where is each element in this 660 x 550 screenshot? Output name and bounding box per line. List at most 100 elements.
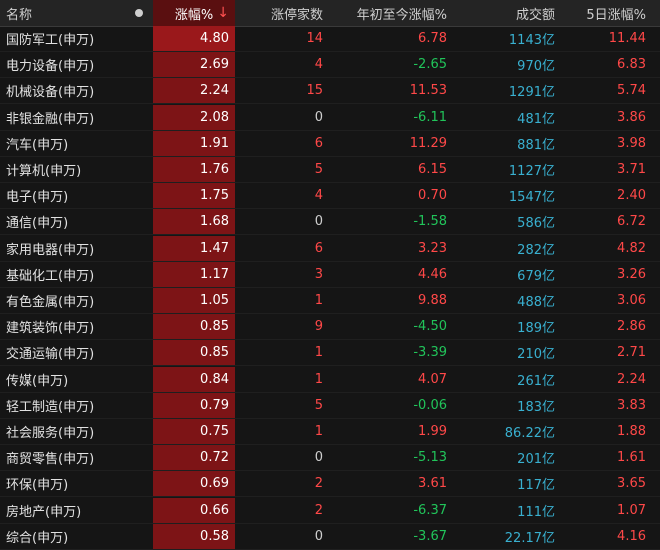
row-spacer <box>125 393 153 418</box>
header-volume[interactable]: 成交额 <box>515 7 555 23</box>
table-row[interactable]: 传媒(申万) 0.84 1 4.07 261亿 2.24 <box>0 366 660 393</box>
row-volume: 1291亿 <box>508 85 555 101</box>
row-ytd: 11.29 <box>409 135 447 151</box>
row-ytd: 1.99 <box>418 424 447 439</box>
table-row[interactable]: 轻工制造(申万) 0.79 5 -0.06 183亿 3.83 <box>0 392 660 419</box>
table-row[interactable]: 计算机(申万) 1.76 5 6.15 1127亿 3.71 <box>0 157 660 183</box>
row-name: 汽车(申万) <box>6 137 69 153</box>
table-row[interactable]: 机械设备(申万) 2.24 15 11.53 1291亿 5.74 <box>0 78 660 105</box>
row-ytd: -6.11 <box>413 109 447 125</box>
table-row[interactable]: 有色金属(申万) 1.05 1 9.88 488亿 3.06 <box>0 288 660 314</box>
row-name: 计算机(申万) <box>6 164 82 179</box>
row-ytd: -3.39 <box>413 345 447 361</box>
row-5d: 3.98 <box>617 135 646 151</box>
row-ytd: 4.07 <box>418 371 447 387</box>
table-row[interactable]: 社会服务(申万) 0.75 1 1.99 86.22亿 1.88 <box>0 419 660 445</box>
header-limit-up[interactable]: 涨停家数 <box>270 7 323 23</box>
row-limit-up: 6 <box>314 240 323 256</box>
row-spacer <box>125 52 153 77</box>
row-limit-up: 15 <box>306 83 323 99</box>
row-name: 有色金属(申万) <box>6 295 95 310</box>
row-5d: 3.71 <box>617 162 646 177</box>
row-volume: 201亿 <box>517 452 555 468</box>
row-volume: 586亿 <box>517 216 555 232</box>
row-volume: 881亿 <box>517 137 555 153</box>
table-row[interactable]: 非银金融(申万) 2.08 0 -6.11 481亿 3.86 <box>0 104 660 131</box>
row-spacer <box>125 236 153 261</box>
table-row[interactable]: 房地产(申万) 0.66 2 -6.37 111亿 1.07 <box>0 497 660 524</box>
table-row[interactable]: 建筑装饰(申万) 0.85 9 -4.50 189亿 2.86 <box>0 314 660 341</box>
table-row[interactable]: 商贸零售(申万) 0.72 0 -5.13 201亿 1.61 <box>0 445 660 472</box>
table-row[interactable]: 环保(申万) 0.69 2 3.61 117亿 3.65 <box>0 471 660 498</box>
row-volume: 86.22亿 <box>504 426 555 441</box>
row-spacer <box>125 157 153 182</box>
row-spacer <box>125 367 153 392</box>
row-pct: 0.75 <box>153 419 235 444</box>
table-row[interactable]: 综合(申万) 0.58 0 -3.67 22.17亿 4.16 <box>0 523 660 550</box>
row-ytd: 4.46 <box>418 266 447 282</box>
row-ytd: 3.23 <box>418 240 447 256</box>
row-spacer <box>125 498 153 523</box>
row-ytd: 6.78 <box>418 31 447 46</box>
row-pct: 0.66 <box>153 497 235 523</box>
row-spacer <box>125 26 153 51</box>
row-limit-up: 9 <box>314 319 323 335</box>
row-ytd: -0.06 <box>413 397 447 413</box>
row-name: 综合(申万) <box>6 530 69 546</box>
row-limit-up: 1 <box>314 293 323 308</box>
table-row[interactable]: 家用电器(申万) 1.47 6 3.23 282亿 4.82 <box>0 235 660 262</box>
row-volume: 282亿 <box>517 242 555 258</box>
row-volume: 183亿 <box>517 399 555 415</box>
row-spacer <box>125 105 153 130</box>
row-spacer <box>125 419 153 444</box>
row-pct: 0.84 <box>153 366 235 392</box>
table-row[interactable]: 电子(申万) 1.75 4 0.70 1547亿 2.40 <box>0 183 660 210</box>
row-name: 交通运输(申万) <box>6 347 95 363</box>
row-pct: 0.85 <box>153 314 235 340</box>
header-pct[interactable]: 涨幅% ↓ <box>153 0 235 26</box>
row-5d: 3.65 <box>617 476 646 492</box>
table-row[interactable]: 电力设备(申万) 2.69 4 -2.65 970亿 6.83 <box>0 52 660 79</box>
row-5d: 2.40 <box>617 188 646 204</box>
row-limit-up: 0 <box>314 109 323 125</box>
row-limit-up: 1 <box>314 371 323 387</box>
row-spacer <box>125 471 153 496</box>
row-pct: 0.85 <box>153 340 235 366</box>
row-pct: 1.05 <box>153 288 235 313</box>
row-ytd: -6.37 <box>413 502 447 518</box>
row-pct: 1.17 <box>153 261 235 287</box>
row-volume: 111亿 <box>517 504 555 520</box>
table-row[interactable]: 通信(申万) 1.68 0 -1.58 586亿 6.72 <box>0 209 660 236</box>
row-pct: 0.58 <box>153 523 235 549</box>
row-pct: 2.08 <box>153 104 235 130</box>
row-pct: 0.69 <box>153 471 235 497</box>
sort-desc-arrow-icon: ↓ <box>217 5 229 21</box>
row-limit-up: 14 <box>306 31 323 46</box>
table-row[interactable]: 基础化工(申万) 1.17 3 4.46 679亿 3.26 <box>0 261 660 288</box>
row-limit-up: 5 <box>314 162 323 177</box>
table-header: 名称 涨幅% ↓ 涨停家数 年初至今涨幅% 成交额 5日涨幅% <box>0 0 660 27</box>
row-name: 机械设备(申万) <box>6 85 95 101</box>
row-5d: 2.24 <box>617 371 646 387</box>
row-ytd: 11.53 <box>409 83 447 99</box>
row-5d: 3.83 <box>617 397 646 413</box>
header-name[interactable]: 名称 <box>6 7 33 23</box>
row-5d: 11.44 <box>608 31 646 46</box>
row-5d: 2.86 <box>617 319 646 335</box>
header-5d[interactable]: 5日涨幅% <box>586 7 646 23</box>
row-5d: 4.16 <box>617 528 646 544</box>
header-ytd[interactable]: 年初至今涨幅% <box>356 7 447 23</box>
column-toggle[interactable] <box>125 0 153 26</box>
table-row[interactable]: 国防军工(申万) 4.80 14 6.78 1143亿 11.44 <box>0 26 660 52</box>
row-spacer <box>125 314 153 339</box>
row-ytd: -2.65 <box>413 57 447 73</box>
row-volume: 1127亿 <box>508 164 555 179</box>
row-spacer <box>125 262 153 287</box>
row-ytd: 6.15 <box>418 162 447 177</box>
table-row[interactable]: 汽车(申万) 1.91 6 11.29 881亿 3.98 <box>0 130 660 157</box>
row-pct: 1.91 <box>153 130 235 156</box>
row-spacer <box>125 340 153 365</box>
table-row[interactable]: 交通运输(申万) 0.85 1 -3.39 210亿 2.71 <box>0 340 660 367</box>
row-pct: 1.75 <box>153 183 235 209</box>
